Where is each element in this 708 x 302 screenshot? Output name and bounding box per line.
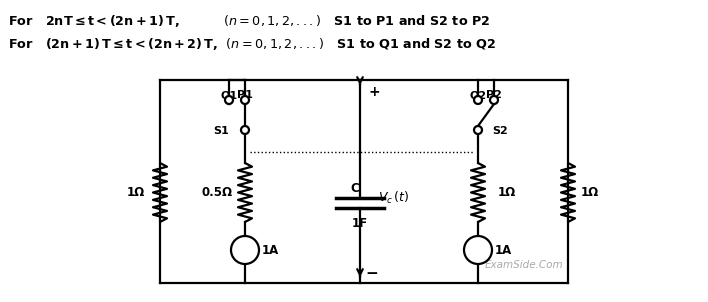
Text: For   $\mathbf{(2n+1)\,T \leq t < (2n+2)\,T}$,  $(n = 0,1,2,...)$   S1 to Q1 and: For $\mathbf{(2n+1)\,T \leq t < (2n+2)\,…: [8, 36, 496, 52]
Circle shape: [241, 96, 249, 104]
Text: −: −: [365, 265, 378, 281]
Text: P1: P1: [237, 90, 253, 100]
Text: 1Ω: 1Ω: [581, 186, 599, 199]
Text: 1A: 1A: [495, 243, 513, 256]
Text: S2: S2: [492, 126, 508, 136]
Text: ExamSide.Com: ExamSide.Com: [484, 260, 563, 270]
Text: 1Ω: 1Ω: [498, 186, 516, 199]
Circle shape: [241, 126, 249, 134]
Text: 0.5Ω: 0.5Ω: [202, 186, 232, 199]
Text: For   $\mathbf{2nT \leq t < (2n+1)\,T}$,          $(n = 0,1,2,...)$   S1 to P1 a: For $\mathbf{2nT \leq t < (2n+1)\,T}$, $…: [8, 13, 491, 29]
Circle shape: [225, 96, 233, 104]
Text: P2: P2: [486, 90, 502, 100]
Text: 1F: 1F: [352, 217, 368, 230]
Text: C: C: [350, 182, 360, 194]
Circle shape: [474, 96, 482, 104]
Text: Q2: Q2: [469, 90, 486, 100]
Text: Q1: Q1: [220, 90, 238, 100]
Text: 1A: 1A: [262, 243, 279, 256]
Circle shape: [474, 126, 482, 134]
Text: +: +: [368, 85, 379, 99]
Text: 1Ω: 1Ω: [127, 186, 145, 199]
Circle shape: [231, 236, 259, 264]
Text: $V_c\,(t)$: $V_c\,(t)$: [378, 190, 409, 206]
Circle shape: [490, 96, 498, 104]
Text: S1: S1: [213, 126, 229, 136]
Circle shape: [464, 236, 492, 264]
